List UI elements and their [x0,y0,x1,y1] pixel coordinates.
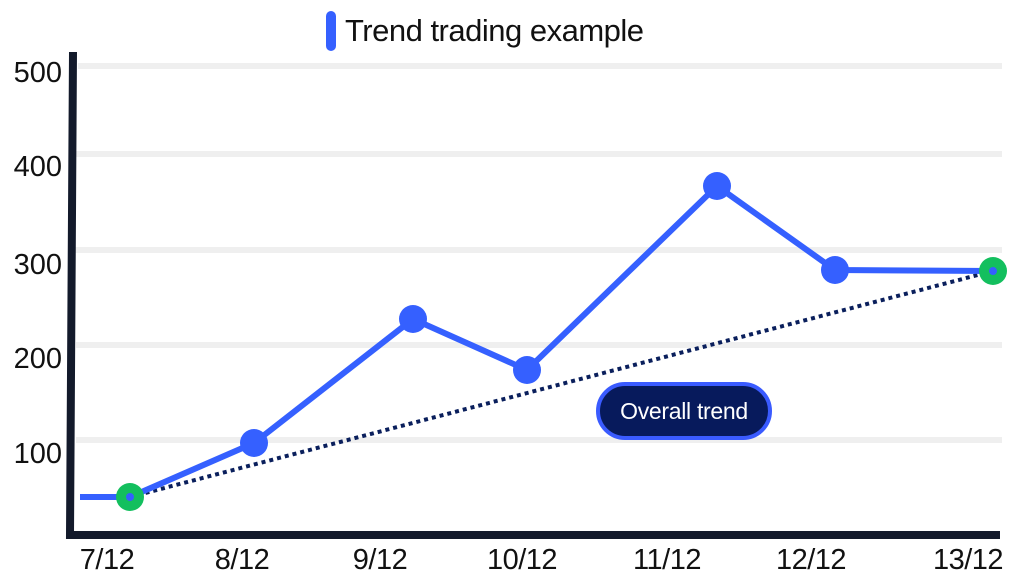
legend-label: Trend trading example [345,13,644,48]
data-points [240,172,849,457]
data-line [80,183,994,500]
x-tick-9-12: 9/12 [352,544,408,576]
x-tick-11-12: 11/12 [633,544,701,576]
endpoint-markers [116,257,1007,511]
y-tick-400: 400 [13,151,62,183]
x-tick-12-12: 12/12 [775,544,847,576]
x-tick-7-12: 7/12 [79,544,135,576]
chart-legend: Trend trading example [326,9,644,53]
trend-line [129,269,994,499]
gridlines [70,63,1002,443]
x-tick-10-12: 10/12 [486,544,558,576]
y-tick-200: 200 [13,343,62,375]
x-tick-13-12: 13/12 [932,544,1004,576]
overall-trend-label: Overall trend [596,382,772,440]
x-tick-8-12: 8/12 [214,544,270,576]
y-tick-300: 300 [13,249,62,281]
y-tick-100: 100 [13,438,62,470]
axes [65,51,1000,539]
y-tick-500: 500 [13,57,62,89]
legend-swatch [326,11,336,51]
